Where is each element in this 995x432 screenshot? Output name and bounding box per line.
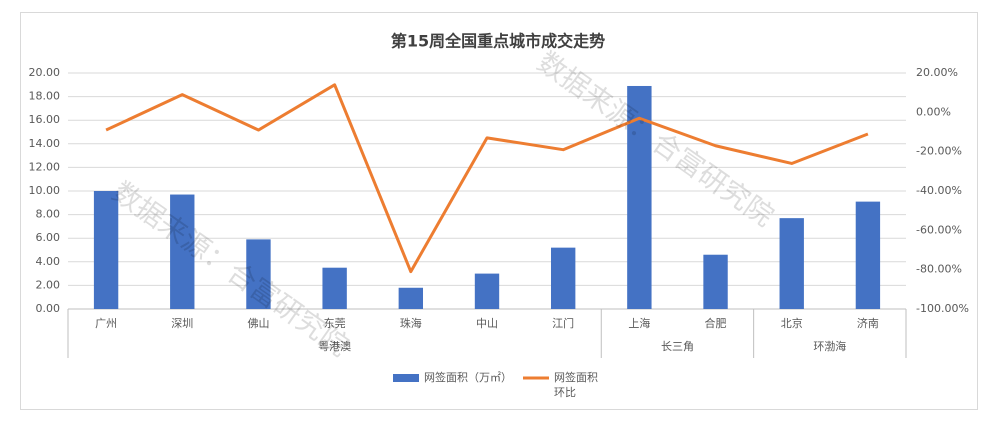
bar: [703, 254, 728, 309]
y2-tick-label: -80.00%: [916, 263, 962, 276]
legend-label: 网签面积环比: [554, 370, 598, 399]
x-tick-label: 合肥: [705, 316, 727, 330]
y2-tick-label: -20.00%: [916, 145, 962, 158]
chart-title: 第15周全国重点城市成交走势: [391, 32, 605, 51]
line: [105, 83, 869, 274]
x-tick-label: 珠海: [400, 316, 422, 330]
bar: [550, 247, 576, 309]
bar: [855, 201, 881, 309]
y2-tick-label: -40.00%: [916, 184, 962, 197]
x-tick-label: 江门: [552, 316, 574, 330]
y-tick-label: 16.00: [29, 113, 61, 126]
legend-line: 网签面积: [554, 370, 598, 384]
x-tick-label: 中山: [476, 317, 498, 330]
group-label: 粤港澳: [318, 339, 351, 353]
x-tick-label: 北京: [781, 316, 803, 330]
bar: [779, 218, 804, 309]
y2-tick-label: 0.00%: [916, 105, 951, 118]
x-tick-label: 佛山: [247, 317, 269, 330]
y-tick-label: 20.00: [29, 66, 61, 79]
x-tick-label: 上海: [628, 316, 650, 330]
y-tick-label: 14.00: [29, 137, 61, 150]
y2-tick-label: 20.00%: [916, 66, 958, 79]
bar: [93, 191, 119, 309]
y-tick-label: 6.00: [36, 231, 61, 244]
group-label: 环渤海: [813, 339, 846, 353]
bar: [246, 239, 271, 309]
bar: [322, 267, 347, 309]
legend-swatch: [393, 374, 419, 382]
x-tick-label: 广州: [95, 317, 117, 330]
legend-line: 环比: [554, 386, 576, 399]
x-tick-label: 东莞: [324, 317, 346, 330]
y-tick-label: 2.00: [36, 278, 61, 291]
bar: [398, 287, 424, 309]
x-tick-label: 深圳: [171, 317, 193, 330]
legend-label: 网签面积（万㎡）: [424, 370, 512, 384]
y-tick-label: 4.00: [36, 255, 61, 268]
y-tick-label: 8.00: [36, 208, 61, 221]
y-tick-label: 18.00: [29, 90, 61, 103]
y2-tick-label: -100.00%: [916, 302, 969, 315]
y-tick-label: 0.00: [36, 302, 61, 315]
x-tick-label: 济南: [857, 316, 879, 330]
y-tick-label: 10.00: [29, 184, 61, 197]
bar: [170, 194, 195, 309]
y2-tick-label: -60.00%: [916, 223, 962, 236]
bar: [474, 273, 500, 309]
y-tick-label: 12.00: [29, 160, 61, 173]
group-label: 长三角: [661, 340, 694, 353]
